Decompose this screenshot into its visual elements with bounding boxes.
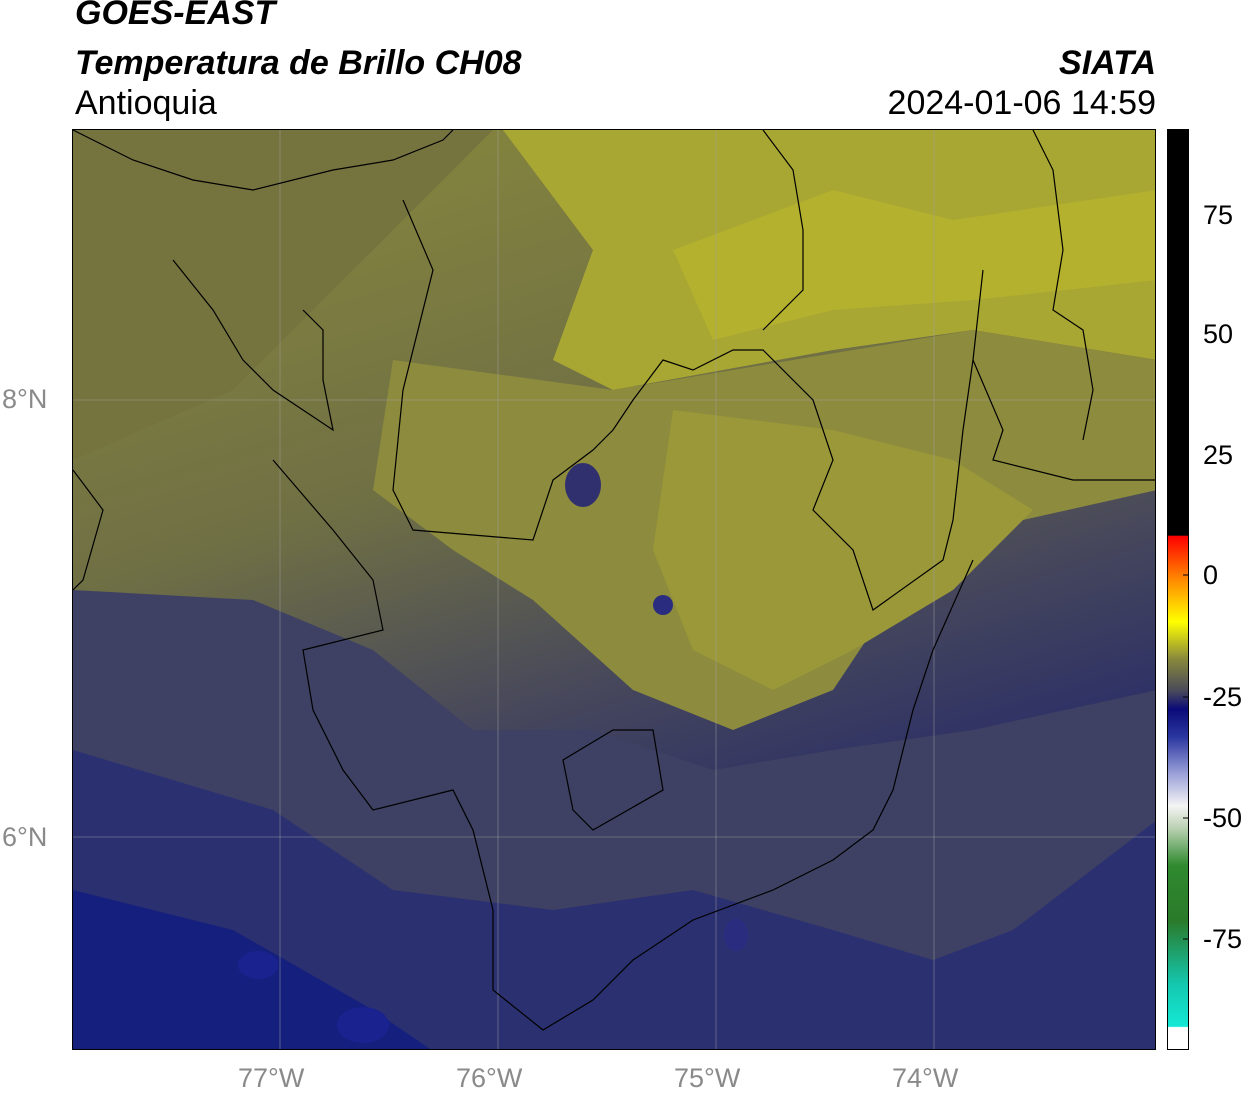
region-label: Antioquia [75, 84, 217, 122]
coastline [73, 130, 454, 191]
department-border [972, 359, 1155, 481]
agency-label: SIATA [1059, 44, 1156, 82]
brightness-temperature-map [72, 129, 1156, 1050]
lon-tick-75W: 75°W [674, 1063, 741, 1093]
coastline [73, 469, 104, 591]
lon-tick-77W: 77°W [238, 1063, 305, 1093]
temperature-colorbar [1167, 129, 1189, 1050]
datetime-label: 2024-01-06 14:59 [887, 84, 1156, 122]
lat-tick-8N: 8°N [2, 384, 48, 414]
municipal-boundary [562, 729, 664, 831]
satellite-title: GOES-EAST [75, 0, 276, 32]
colorbar-label-75: 75 [1203, 200, 1234, 230]
cold-spot [565, 463, 601, 507]
colorbar-label-25: 25 [1203, 440, 1234, 470]
colorbar-label-0: 0 [1203, 560, 1219, 590]
cold-spot [724, 919, 748, 951]
lat-tick-6N: 6°N [2, 822, 48, 852]
temperature-field [73, 750, 1155, 1049]
temperature-field [653, 410, 1033, 690]
colorbar-label-minus50: -50 [1203, 803, 1243, 833]
temperature-field [73, 130, 493, 460]
cold-spot [653, 595, 673, 615]
colorbar-label-50: 50 [1203, 319, 1234, 349]
colorbar-gradient [1167, 129, 1189, 1050]
department-border [1032, 130, 1094, 441]
cold-spot [238, 951, 278, 979]
antioquia-border [392, 199, 984, 611]
temperature-field [673, 190, 1155, 340]
lon-tick-76W: 76°W [456, 1063, 523, 1093]
cold-spot [337, 1007, 389, 1043]
coastline [172, 259, 334, 432]
department-border [762, 130, 804, 331]
lon-tick-74W: 74°W [892, 1063, 959, 1093]
colorbar-label-minus75: -75 [1203, 924, 1243, 954]
antioquia-border [272, 459, 974, 1031]
product-title: Temperatura de Brillo CH08 [75, 44, 522, 82]
colorbar-label-minus25: -25 [1203, 682, 1243, 712]
